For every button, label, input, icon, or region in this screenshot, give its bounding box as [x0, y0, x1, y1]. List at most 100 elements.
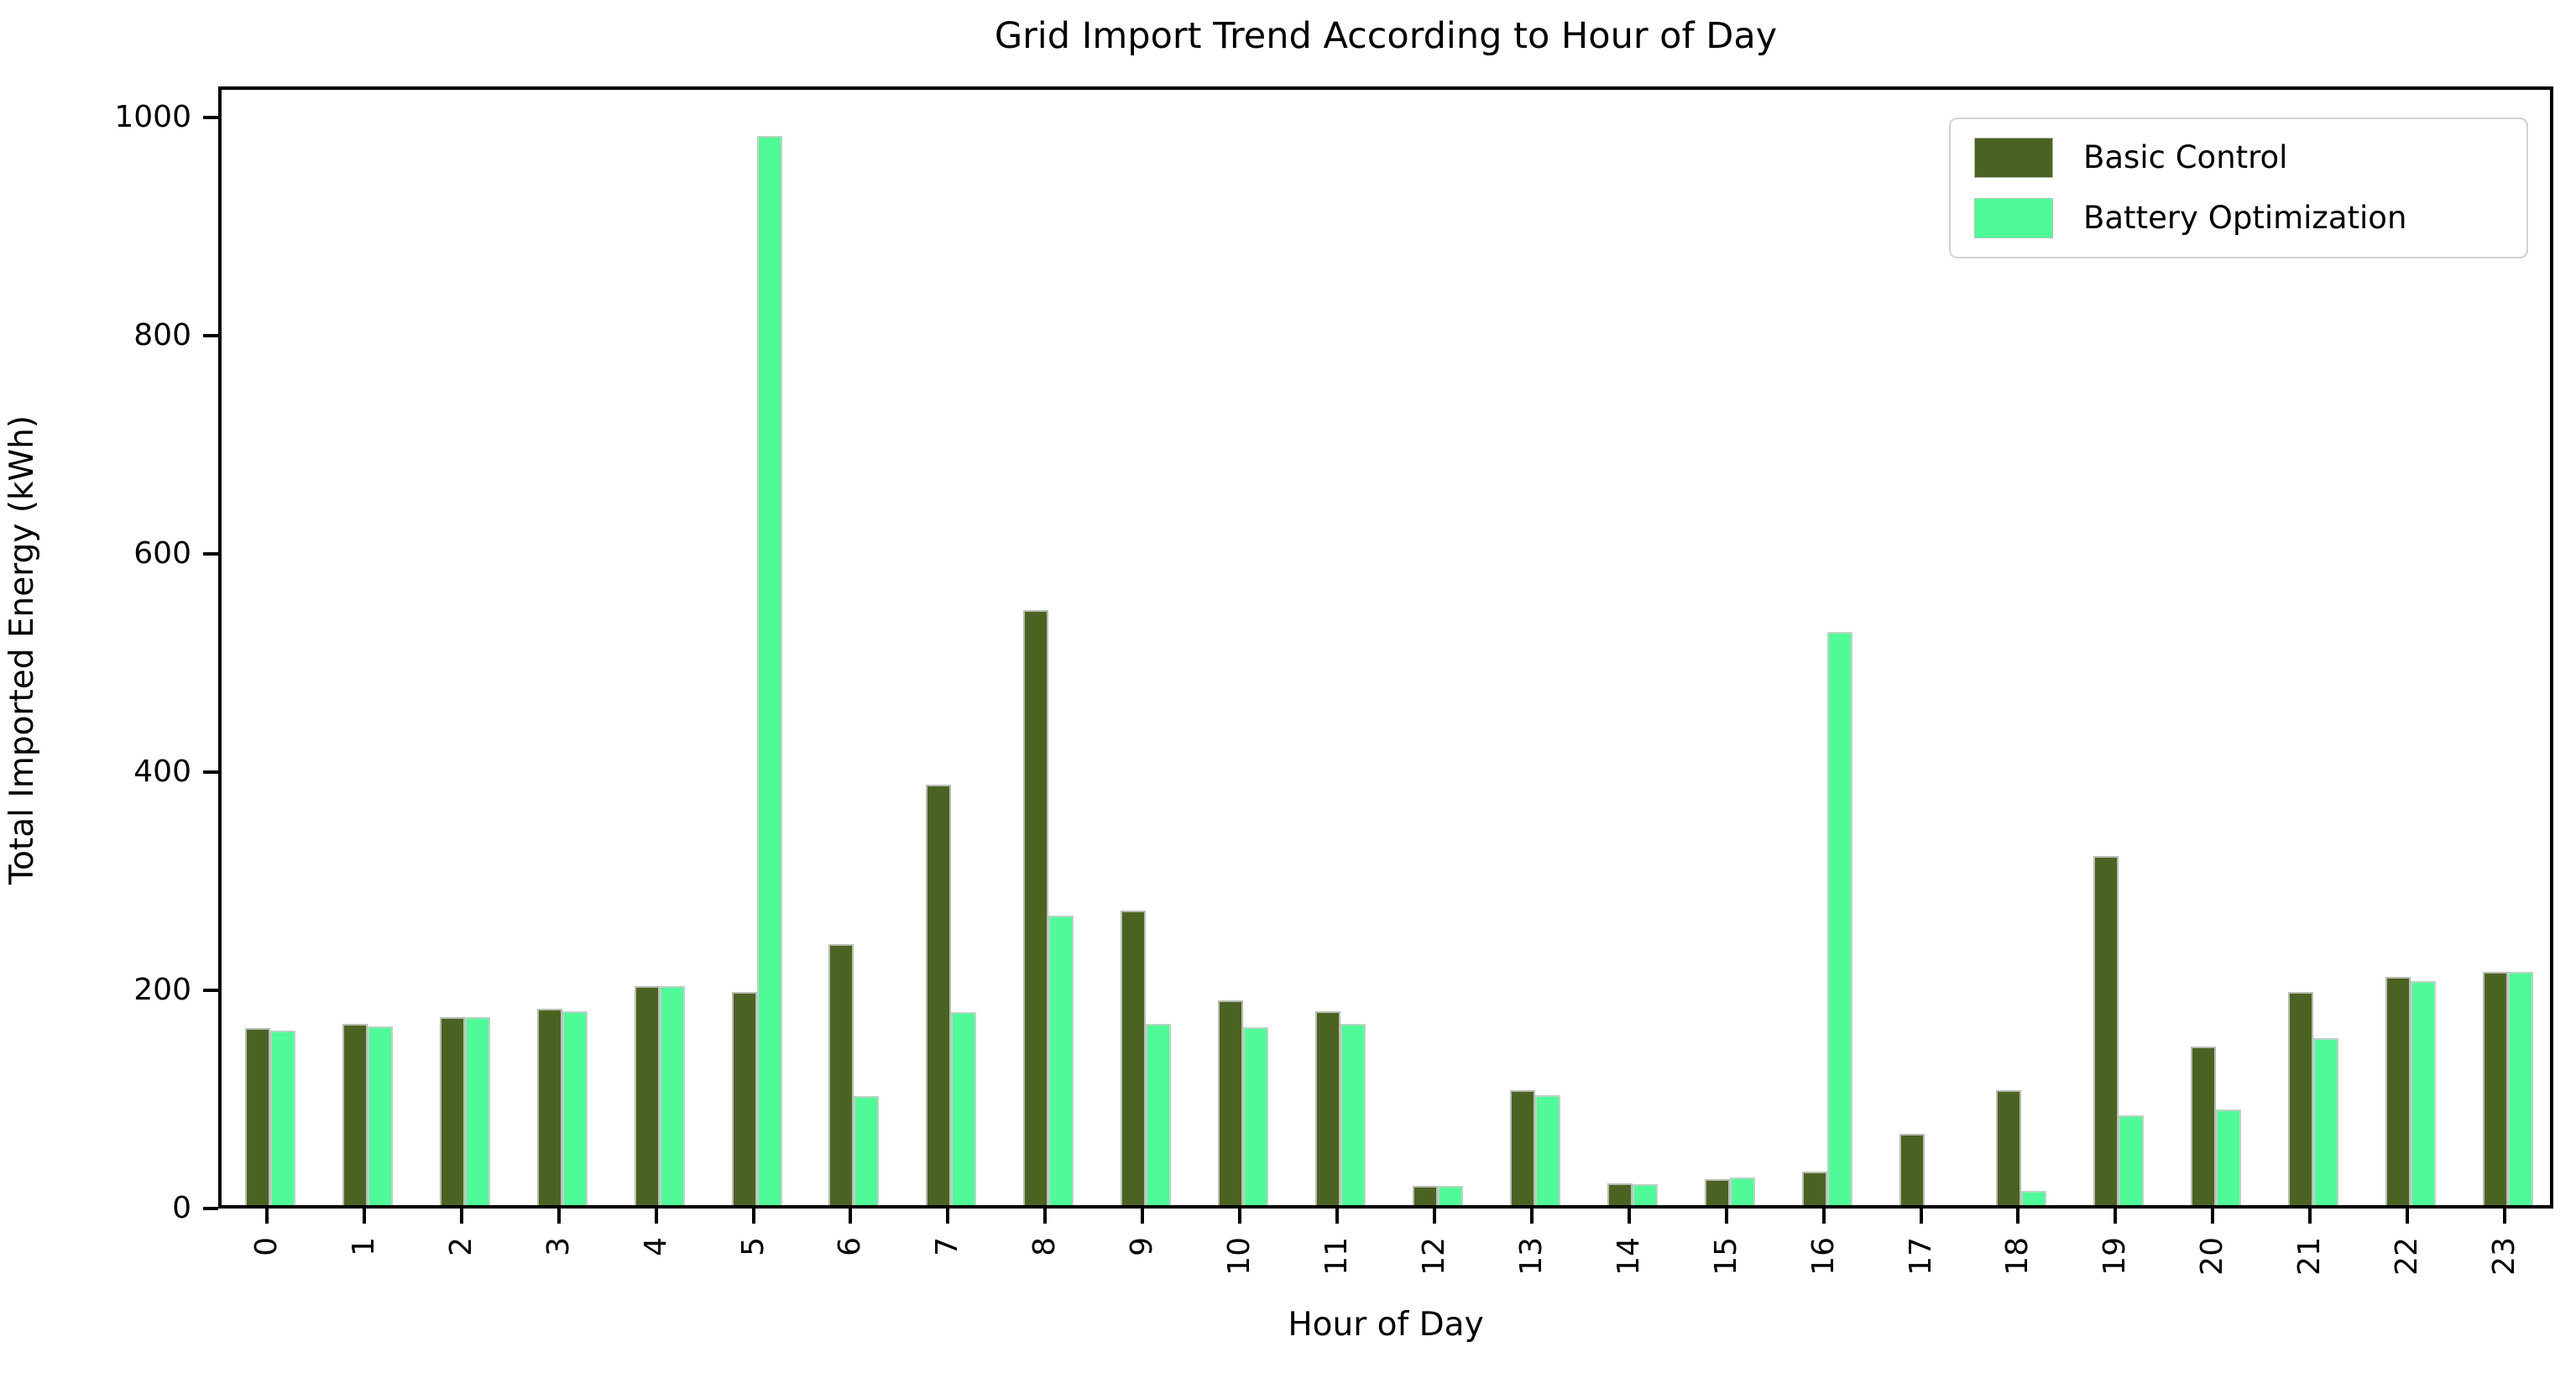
x-tick-4 [655, 1209, 658, 1224]
x-tick-10 [1238, 1209, 1241, 1224]
x-tick-1 [363, 1209, 366, 1224]
bar-battery-optimization-hour-4 [660, 986, 685, 1205]
bar-basic-control-hour-20 [2191, 1047, 2216, 1205]
bar-basic-control-hour-12 [1413, 1186, 1438, 1205]
bar-basic-control-hour-1 [342, 1024, 368, 1205]
x-tick-label-17: 17 [1904, 1237, 1938, 1276]
x-tick-5 [752, 1209, 755, 1224]
x-tick-18 [2016, 1209, 2020, 1224]
bar-basic-control-hour-17 [1899, 1134, 1925, 1205]
x-tick-23 [2503, 1209, 2506, 1224]
bar-battery-optimization-hour-18 [2021, 1191, 2046, 1205]
x-tick-label-14: 14 [1612, 1237, 1646, 1276]
bar-basic-control-hour-4 [635, 986, 660, 1205]
x-tick-label-21: 21 [2292, 1237, 2327, 1276]
x-tick-label-20: 20 [2195, 1237, 2229, 1276]
y-tick-label-0: 0 [172, 1191, 191, 1225]
x-axis-label: Hour of Day [1288, 1306, 1484, 1344]
bar-basic-control-hour-11 [1315, 1011, 1340, 1205]
legend-row-battery-optimization: Battery Optimization [1974, 198, 2505, 238]
x-tick-label-19: 19 [2098, 1237, 2132, 1276]
bar-battery-optimization-hour-23 [2508, 972, 2533, 1205]
y-tick-label-600: 600 [133, 536, 191, 571]
x-tick-15 [1725, 1209, 1728, 1224]
bar-battery-optimization-hour-3 [562, 1011, 588, 1205]
x-tick-9 [1141, 1209, 1144, 1224]
x-tick-21 [2308, 1209, 2312, 1224]
bar-basic-control-hour-23 [2483, 972, 2508, 1205]
x-tick-label-10: 10 [1222, 1237, 1257, 1276]
bar-basic-control-hour-2 [440, 1017, 465, 1205]
x-tick-label-22: 22 [2390, 1237, 2424, 1276]
x-tick-label-0: 0 [249, 1237, 284, 1256]
x-tick-label-4: 4 [639, 1237, 673, 1256]
bar-battery-optimization-hour-1 [368, 1026, 393, 1205]
bar-battery-optimization-hour-20 [2216, 1109, 2241, 1205]
x-tick-label-7: 7 [930, 1237, 964, 1256]
x-tick-2 [460, 1209, 463, 1224]
bar-battery-optimization-hour-13 [1535, 1095, 1560, 1205]
x-tick-16 [1822, 1209, 1826, 1224]
x-tick-0 [265, 1209, 269, 1224]
x-tick-14 [1628, 1209, 1631, 1224]
x-tick-7 [946, 1209, 949, 1224]
y-tick-200 [203, 989, 218, 992]
y-tick-0 [203, 1207, 218, 1210]
x-tick-label-8: 8 [1027, 1237, 1062, 1256]
bar-basic-control-hour-3 [537, 1009, 562, 1205]
bar-battery-optimization-hour-5 [757, 136, 782, 1205]
y-tick-label-200: 200 [133, 973, 191, 1007]
bar-basic-control-hour-21 [2288, 992, 2313, 1205]
y-axis-label: Total Imported Energy (kWh) [3, 415, 41, 885]
x-tick-20 [2211, 1209, 2214, 1224]
x-tick-19 [2114, 1209, 2117, 1224]
x-tick-label-16: 16 [1806, 1237, 1841, 1276]
x-tick-label-13: 13 [1514, 1237, 1549, 1276]
y-tick-label-400: 400 [133, 754, 191, 789]
y-tick-400 [203, 770, 218, 774]
bar-basic-control-hour-6 [828, 944, 854, 1205]
y-tick-label-1000: 1000 [114, 100, 191, 134]
bar-battery-optimization-hour-7 [951, 1012, 976, 1205]
bar-battery-optimization-hour-8 [1048, 916, 1074, 1205]
bar-basic-control-hour-8 [1023, 610, 1048, 1205]
x-tick-22 [2406, 1209, 2409, 1224]
bar-basic-control-hour-9 [1121, 911, 1146, 1205]
x-tick-label-11: 11 [1319, 1237, 1354, 1276]
x-tick-label-12: 12 [1417, 1237, 1451, 1276]
x-tick-17 [1920, 1209, 1923, 1224]
bar-battery-optimization-hour-22 [2411, 981, 2436, 1205]
x-tick-12 [1433, 1209, 1436, 1224]
x-tick-label-23: 23 [2487, 1237, 2521, 1276]
x-tick-label-15: 15 [1709, 1237, 1743, 1276]
bar-basic-control-hour-22 [2385, 977, 2411, 1205]
bar-battery-optimization-hour-16 [1827, 632, 1852, 1205]
chart-title: Grid Import Trend According to Hour of D… [994, 15, 1778, 57]
bar-battery-optimization-hour-21 [2313, 1038, 2338, 1205]
bar-battery-optimization-hour-19 [2119, 1115, 2144, 1205]
x-tick-label-1: 1 [347, 1237, 381, 1256]
x-tick-label-2: 2 [444, 1237, 478, 1256]
x-tick-label-3: 3 [541, 1237, 576, 1256]
bar-basic-control-hour-15 [1705, 1179, 1730, 1205]
bar-battery-optimization-hour-9 [1146, 1024, 1171, 1205]
bar-basic-control-hour-10 [1218, 1000, 1243, 1205]
legend-label: Battery Optimization [2083, 200, 2407, 236]
legend-swatch-icon [1974, 198, 2053, 238]
legend-label: Basic Control [2083, 139, 2288, 175]
bar-battery-optimization-hour-10 [1243, 1027, 1268, 1205]
x-tick-13 [1530, 1209, 1534, 1224]
bar-basic-control-hour-14 [1607, 1183, 1633, 1205]
x-tick-11 [1335, 1209, 1339, 1224]
x-tick-label-18: 18 [2000, 1237, 2035, 1276]
plot-area [218, 86, 2553, 1209]
bar-battery-optimization-hour-14 [1633, 1184, 1658, 1205]
x-tick-label-6: 6 [833, 1237, 867, 1256]
bar-battery-optimization-hour-15 [1730, 1177, 1755, 1205]
bar-battery-optimization-hour-6 [854, 1096, 879, 1205]
bar-battery-optimization-hour-2 [465, 1017, 490, 1205]
bar-basic-control-hour-19 [2093, 856, 2119, 1205]
y-tick-600 [203, 552, 218, 556]
y-tick-800 [203, 334, 218, 337]
